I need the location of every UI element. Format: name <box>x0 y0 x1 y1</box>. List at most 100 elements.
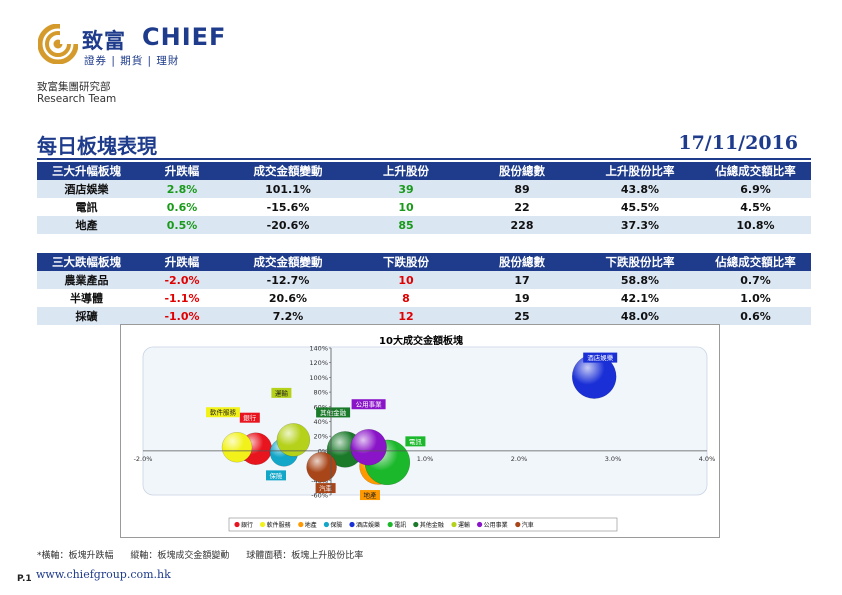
falling-stocks: 12 <box>348 307 464 325</box>
legend-marker <box>515 521 521 528</box>
chief-swirl-icon <box>38 24 78 64</box>
column-header: 佔總成交額比率 <box>700 162 811 180</box>
column-header: 上升股份 <box>348 162 464 180</box>
y-tick-label: 140% <box>309 345 328 353</box>
turnover-change: 20.6% <box>268 291 308 305</box>
column-header: 佔總成交額比率 <box>700 253 811 271</box>
turnover-change: -12.7% <box>228 271 348 289</box>
bubble-label: 酒店娛樂 <box>587 353 614 362</box>
column-header: 升跌幅 <box>136 162 228 180</box>
y-tick-label: 20% <box>314 433 328 441</box>
legend-label: 保險 <box>330 521 342 529</box>
chart-title: 10大成交金額板塊 <box>379 334 463 347</box>
total-stocks: 17 <box>464 271 580 289</box>
brand-name-chinese: 致富 <box>82 29 126 53</box>
change-value: -1.0% <box>136 307 228 325</box>
change-value: 0.5% <box>136 216 228 234</box>
legend-label: 地產 <box>305 521 317 529</box>
table-row: 半導體 -1.1% 20.6% 8 19 42.1% 1.0% <box>37 289 811 307</box>
sector-name: 酒店娛樂 <box>37 180 136 198</box>
legend-marker <box>298 521 304 528</box>
total-stocks: 25 <box>464 307 580 325</box>
table-row: 酒店娛樂 2.8% 101.1% 39 89 43.8% 6.9% <box>37 180 811 198</box>
page-number: P.1 <box>17 574 32 584</box>
bubble-9 <box>350 428 387 466</box>
legend-label: 其他金融 <box>420 521 444 529</box>
sector-name: 採礦 <box>37 307 136 325</box>
sector-name: 電訊 <box>75 201 98 214</box>
turnover-change: 7.2% <box>228 307 348 325</box>
legend-label: 電訊 <box>394 521 406 529</box>
bubble-label-box <box>316 407 351 418</box>
sector-name: 地產 <box>37 216 136 234</box>
turnover-change: -20.6% <box>228 216 348 234</box>
y-tick-label: -60% <box>311 492 328 500</box>
rising-ratio: 45.5% <box>620 200 660 214</box>
table-row: 地產 0.5% -20.6% 85 228 37.3% 10.8% <box>37 216 811 234</box>
bubble-label: 汽車 <box>319 484 333 493</box>
change-value: 2.8% <box>136 180 228 198</box>
bubble-label-box <box>239 412 260 423</box>
y-tick-label: 40% <box>314 418 328 426</box>
total-stocks: 228 <box>464 216 580 234</box>
falling-ratio: 42.1% <box>620 291 660 305</box>
turnover-share: 0.7% <box>700 271 811 289</box>
column-header: 股份總數 <box>464 253 580 271</box>
report-title: 每日板塊表現 <box>37 134 157 158</box>
company-logo: 致富 CHIEF 證券 | 期貨 | 理財 <box>38 23 238 68</box>
bubble-chart-svg: 10大成交金額板塊 -60%-40%-20%0%20%40%60%80%100%… <box>134 334 716 532</box>
bubble-8 <box>276 423 311 457</box>
turnover-change: 101.1% <box>228 180 348 198</box>
legend-marker <box>349 521 355 528</box>
column-header: 下跌股份 <box>348 253 464 271</box>
y-tick-label: 80% <box>314 389 328 397</box>
sector-name: 農業產品 <box>37 271 136 289</box>
bubble-label: 公用事業 <box>356 400 383 409</box>
rising-stocks: 85 <box>348 216 464 234</box>
bubble-label-box <box>315 483 336 494</box>
y-tick-label: 100% <box>309 374 328 382</box>
legend-label: 汽車 <box>522 521 534 529</box>
bubble-label-box <box>351 399 386 410</box>
bubble-label: 運輸 <box>275 388 289 397</box>
bubble-label: 電訊 <box>409 437 423 446</box>
rising-stocks: 10 <box>398 200 414 214</box>
turnover-share: 6.9% <box>700 180 811 198</box>
table-row: 採礦 -1.0% 7.2% 12 25 48.0% 0.6% <box>37 307 811 325</box>
brand-tagline: 證券 | 期貨 | 理財 <box>84 55 180 67</box>
footnote-bubble-area: 球體面積：板塊上升股份比率 <box>246 551 364 561</box>
legend-marker <box>234 521 240 528</box>
legend-marker <box>451 521 457 528</box>
report-date: 17/11/2016 <box>678 132 798 154</box>
total-stocks: 19 <box>514 291 530 305</box>
total-stocks: 22 <box>514 200 530 214</box>
falling-ratio: 48.0% <box>580 307 700 325</box>
column-header: 三大升幅板塊 <box>37 162 136 180</box>
legend-marker <box>477 521 483 528</box>
footnote-y-axis: 縱軸：板塊成交金額變動 <box>130 551 230 561</box>
y-tick-label: 0% <box>318 447 328 455</box>
table-header-row: 三大升幅板塊 升跌幅 成交金額變動 上升股份 股份總數 上升股份比率 佔總成交額… <box>37 162 811 180</box>
bubble-label-box <box>266 470 286 481</box>
department-english: Research Team <box>37 93 117 105</box>
legend-marker <box>323 521 329 528</box>
bubble-label-box <box>405 436 426 447</box>
column-header: 三大跌幅板塊 <box>37 253 136 271</box>
chart-footnote: *橫軸：板塊升跌幅 縱軸：板塊成交金額變動 球體面積：板塊上升股份比率 <box>37 548 377 561</box>
bubble-label: 其他金融 <box>320 408 347 417</box>
chart-legend <box>228 517 618 532</box>
bubble-label: 地產 <box>364 491 378 500</box>
bubble-label: 銀行 <box>243 413 256 422</box>
table-row: 農業產品 -2.0% -12.7% 10 17 58.8% 0.7% <box>37 271 811 289</box>
change-value: -1.1% <box>164 291 200 305</box>
table-header-row: 三大跌幅板塊 升跌幅 成交金額變動 下跌股份 股份總數 下跌股份比率 佔總成交額… <box>37 253 811 271</box>
falling-ratio: 58.8% <box>580 271 700 289</box>
plot-area <box>142 346 708 496</box>
department-chinese: 致富集團研究部 <box>37 81 111 93</box>
change-value: 0.6% <box>166 200 198 214</box>
legend-marker <box>413 521 419 528</box>
bubble-10 <box>306 451 337 483</box>
website-link[interactable]: www.chiefgroup.com.hk <box>36 568 171 581</box>
turnover-share: 10.8% <box>700 216 811 234</box>
x-tick-label: 4.0% <box>699 455 716 463</box>
